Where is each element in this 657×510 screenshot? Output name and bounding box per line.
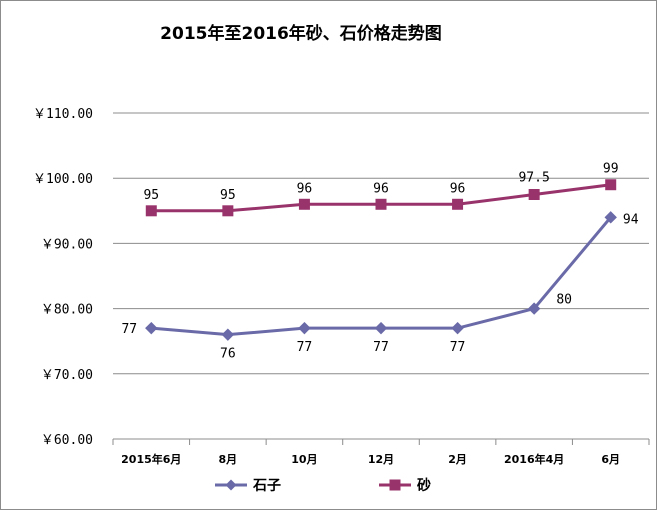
data-point-diamond (221, 328, 235, 341)
data-label: 95 (220, 188, 236, 203)
x-tick-label: 2015年6月 (121, 452, 181, 466)
data-label: 77 (121, 322, 137, 337)
legend-marker-square (389, 479, 401, 491)
data-label: 77 (450, 340, 466, 355)
x-tick-label: 10月 (291, 453, 317, 466)
x-tick-label: 6月 (601, 453, 620, 466)
x-tick-label: 8月 (219, 453, 238, 466)
x-tick-label: 12月 (368, 453, 394, 466)
data-label: 94 (623, 212, 639, 227)
y-tick-label: ￥80.00 (41, 303, 93, 318)
data-label: 95 (143, 188, 159, 203)
chart-title: 2015年至2016年砂、石价格走势图 (160, 24, 442, 44)
x-tick-label: 2016年4月 (504, 452, 564, 466)
data-point-diamond (298, 321, 311, 335)
y-tick-label: ￥60.00 (41, 433, 93, 448)
data-label: 76 (220, 347, 236, 362)
y-tick-label: ￥70.00 (41, 368, 93, 383)
data-label: 77 (373, 340, 389, 355)
data-label: 77 (297, 340, 313, 355)
data-point-diamond (604, 211, 617, 224)
data-point-square (605, 179, 617, 191)
data-point-square (528, 189, 540, 200)
legend-label: 砂 (416, 477, 431, 494)
data-point-diamond (451, 321, 464, 335)
legend-marker-diamond (225, 479, 237, 491)
x-tick-label: 2月 (448, 453, 467, 466)
data-label: 97.5 (518, 171, 549, 186)
data-point-square (452, 198, 464, 210)
data-label: 96 (297, 181, 313, 196)
y-tick-label: ￥90.00 (41, 237, 93, 252)
data-point-diamond (527, 302, 541, 315)
data-label: 96 (373, 181, 389, 196)
data-point-square (298, 198, 310, 210)
data-point-square (145, 205, 157, 217)
data-label: 96 (450, 181, 466, 196)
legend-label: 石子 (252, 478, 281, 494)
data-label: 80 (556, 293, 572, 308)
data-label: 99 (603, 162, 619, 177)
data-point-diamond (374, 321, 388, 335)
data-point-diamond (145, 321, 158, 335)
y-tick-label: ￥110.00 (33, 107, 93, 122)
y-tick-label: ￥100.00 (33, 172, 93, 187)
series-line-1 (151, 216, 612, 337)
data-point-square (222, 205, 234, 217)
data-point-square (375, 198, 387, 210)
